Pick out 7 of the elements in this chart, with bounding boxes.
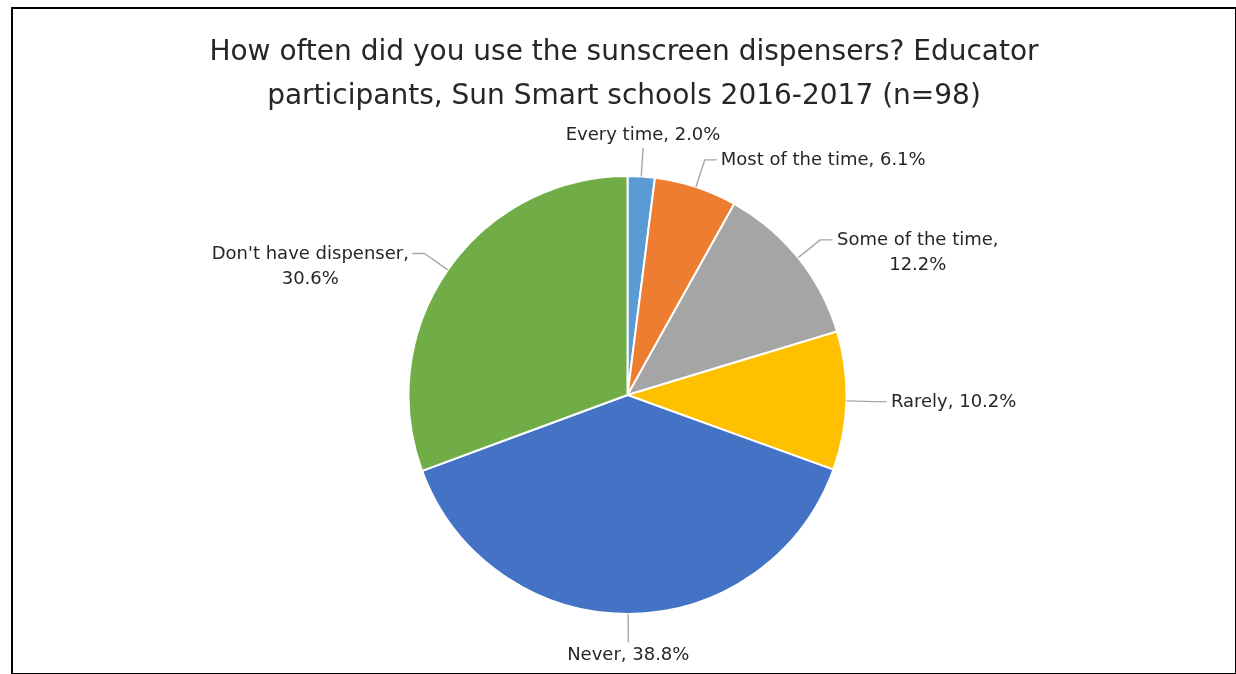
slice-label: Most of the time, 6.1% bbox=[720, 147, 926, 169]
slice-label: Some of the time, 12.2% bbox=[837, 227, 999, 274]
slice-label: Don't have dispenser, 30.6% bbox=[211, 241, 409, 288]
slice-label: Rarely, 10.2% bbox=[890, 389, 1017, 411]
slice-label: Every time, 2.0% bbox=[565, 123, 721, 145]
slice-label: Never, 38.8% bbox=[567, 643, 690, 665]
chart-title: How often did you use the sunscreen dispensers? Educator participants, Sun Smart schools 2016-2017 (n=98) bbox=[209, 34, 1040, 111]
